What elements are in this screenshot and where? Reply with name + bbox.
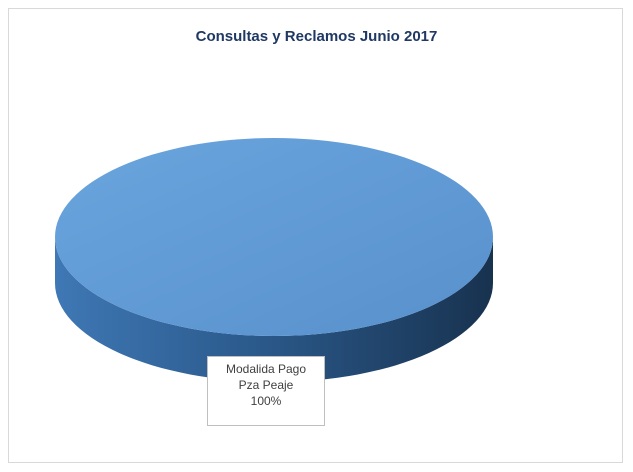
data-label-line-1: Modalida Pago xyxy=(225,362,307,376)
data-label: Modalida Pago Pza Peaje 100% xyxy=(207,356,325,426)
pie-slice-top xyxy=(55,138,493,336)
pie-slice-side xyxy=(55,237,493,382)
data-label-line-2: Pza Peaje xyxy=(238,378,294,392)
data-label-value: 100% xyxy=(250,394,282,408)
chart-title: Consultas y Reclamos Junio 2017 xyxy=(195,28,438,45)
